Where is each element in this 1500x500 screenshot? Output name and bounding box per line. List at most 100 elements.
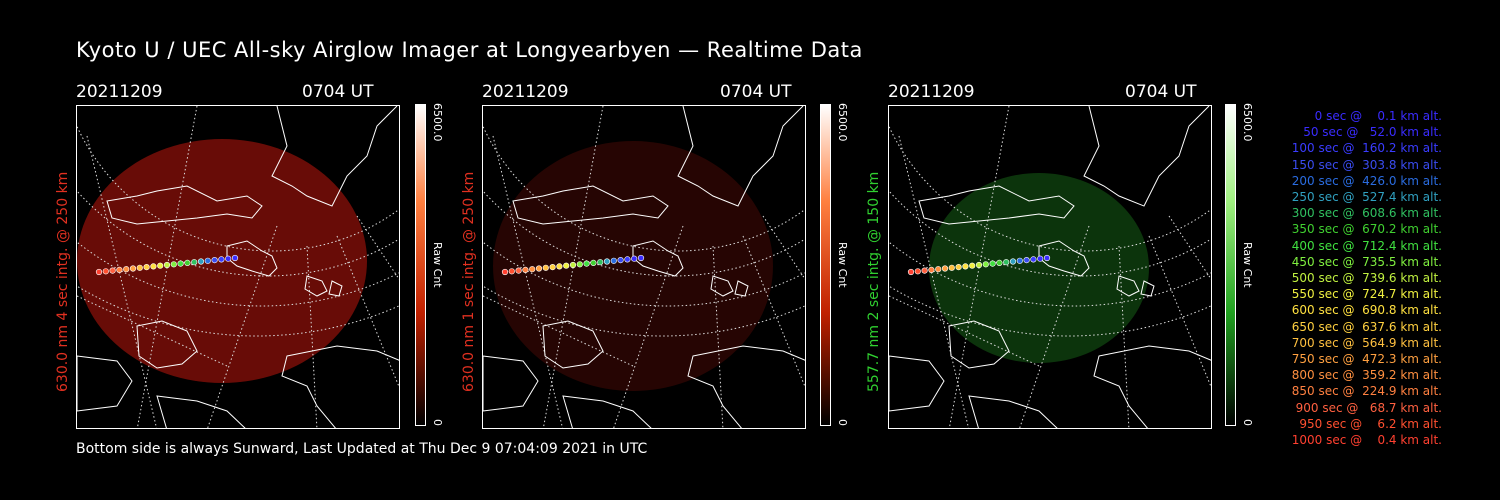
satellite-track — [907, 254, 1051, 276]
track-point — [542, 264, 549, 271]
panel-3-ylabel: 557.7 nm 2 sec intg. @ 150 km — [866, 171, 882, 392]
coastline — [483, 106, 805, 428]
track-point — [225, 255, 232, 262]
coastline-segment — [304, 275, 328, 297]
panel-1-cbar-min: 0 — [431, 419, 444, 426]
longitude-line — [742, 235, 805, 388]
track-point — [1023, 257, 1030, 264]
coastline-segment — [562, 395, 652, 428]
track-point — [969, 262, 976, 269]
coastline-segment — [77, 355, 133, 412]
latitude-circle — [889, 190, 1211, 277]
legend-entry: 350 sec @ 670.2 km alt. — [1287, 222, 1442, 237]
panel-2-colorbar — [820, 104, 831, 426]
panel-3-time: 0704 UT — [1125, 82, 1197, 102]
panel-2-ylabel: 630.0 nm 1 sec intg. @ 250 km — [461, 171, 477, 392]
track-point — [948, 264, 955, 271]
panel-2-date: 20211209 — [482, 82, 569, 102]
panel-3-date: 20211209 — [888, 82, 975, 102]
track-point — [955, 264, 962, 271]
panel-1-image — [76, 105, 400, 429]
panel-1-date: 20211209 — [76, 82, 163, 102]
panel-2-cbar-min: 0 — [836, 419, 849, 426]
legend-entry: 750 sec @ 472.3 km alt. — [1287, 352, 1442, 367]
legend-entry: 200 sec @ 426.0 km alt. — [1287, 173, 1442, 188]
panel-2-image — [482, 105, 806, 429]
track-point — [95, 268, 103, 276]
coastline-segment — [677, 106, 804, 207]
track-point — [1043, 254, 1051, 262]
coastline-segment — [1038, 240, 1090, 277]
track-point — [501, 268, 509, 276]
track-point — [907, 268, 915, 276]
panel-3-map — [889, 106, 1211, 428]
panel-3-cbar-unit: Raw Cnt — [1241, 242, 1254, 288]
panel-3-colorbar — [1225, 104, 1236, 426]
legend-entry: 1000 sec @ 0.4 km alt. — [1291, 433, 1442, 448]
track-point — [508, 268, 515, 275]
longitude-line — [1118, 245, 1130, 428]
track-point — [522, 266, 529, 273]
track-point — [610, 257, 617, 264]
latitude-circle — [77, 190, 399, 277]
coastline-segment — [483, 355, 539, 412]
track-point — [935, 266, 942, 273]
longitude-line — [336, 235, 399, 388]
legend-entry: 900 sec @ 68.7 km alt. — [1291, 400, 1442, 415]
track-point — [569, 261, 577, 269]
panel-2-time: 0704 UT — [720, 82, 792, 102]
track-point — [1009, 258, 1017, 265]
coastline-segment — [1116, 275, 1140, 297]
track-point — [1016, 257, 1023, 264]
track-point — [129, 265, 137, 272]
coastline-segment — [948, 320, 1010, 369]
track-point — [231, 254, 239, 262]
coastline-segment — [226, 240, 278, 277]
track-point — [617, 257, 624, 264]
track-point — [109, 267, 116, 274]
coastline-segment — [710, 275, 734, 297]
airglow-region — [493, 141, 773, 391]
track-point — [583, 260, 590, 267]
track-point — [928, 266, 935, 273]
coastline-segment — [281, 345, 399, 428]
panel-1-map — [77, 106, 399, 428]
longitude-line — [1148, 235, 1211, 388]
track-point — [197, 258, 205, 265]
coastline-segment — [156, 395, 246, 428]
panel-1-cbar-unit: Raw Cnt — [431, 242, 444, 288]
track-point — [962, 263, 969, 270]
track-point — [1030, 256, 1037, 263]
track-point — [163, 261, 171, 269]
track-point — [624, 256, 631, 263]
track-point — [563, 262, 570, 269]
track-point — [941, 265, 949, 272]
track-point — [177, 260, 184, 267]
legend-entry: 0 sec @ 0.1 km alt. — [1303, 109, 1442, 123]
track-point — [637, 254, 645, 262]
coastline-segment — [271, 106, 398, 207]
track-point — [603, 258, 611, 265]
panel-1-time: 0704 UT — [302, 82, 374, 102]
track-point — [150, 263, 157, 270]
coastline-segment — [889, 355, 945, 412]
coastline-segment — [106, 185, 263, 225]
panel-3-cbar-min: 0 — [1241, 419, 1254, 426]
coastline-segment — [687, 345, 805, 428]
legend-entry: 450 sec @ 735.5 km alt. — [1287, 254, 1442, 269]
track-point — [975, 261, 983, 269]
legend-entry: 850 sec @ 224.9 km alt. — [1287, 384, 1442, 399]
coastline-segment — [328, 280, 343, 297]
satellite-track — [501, 254, 645, 276]
track-point — [204, 257, 211, 264]
legend-entry: 250 sec @ 527.4 km alt. — [1287, 190, 1442, 205]
panel-1-ylabel: 630.0 nm 4 sec intg. @ 250 km — [55, 171, 71, 392]
track-point — [102, 268, 109, 275]
legend-entry: 700 sec @ 564.9 km alt. — [1287, 335, 1442, 350]
track-point — [576, 261, 583, 268]
legend-entry: 650 sec @ 637.6 km alt. — [1287, 319, 1442, 334]
legend-entry: 800 sec @ 359.2 km alt. — [1287, 368, 1442, 383]
longitude-line — [712, 245, 724, 428]
legend-entry: 500 sec @ 739.6 km alt. — [1287, 271, 1442, 286]
legend-entry: 950 sec @ 6.2 km alt. — [1295, 416, 1442, 431]
